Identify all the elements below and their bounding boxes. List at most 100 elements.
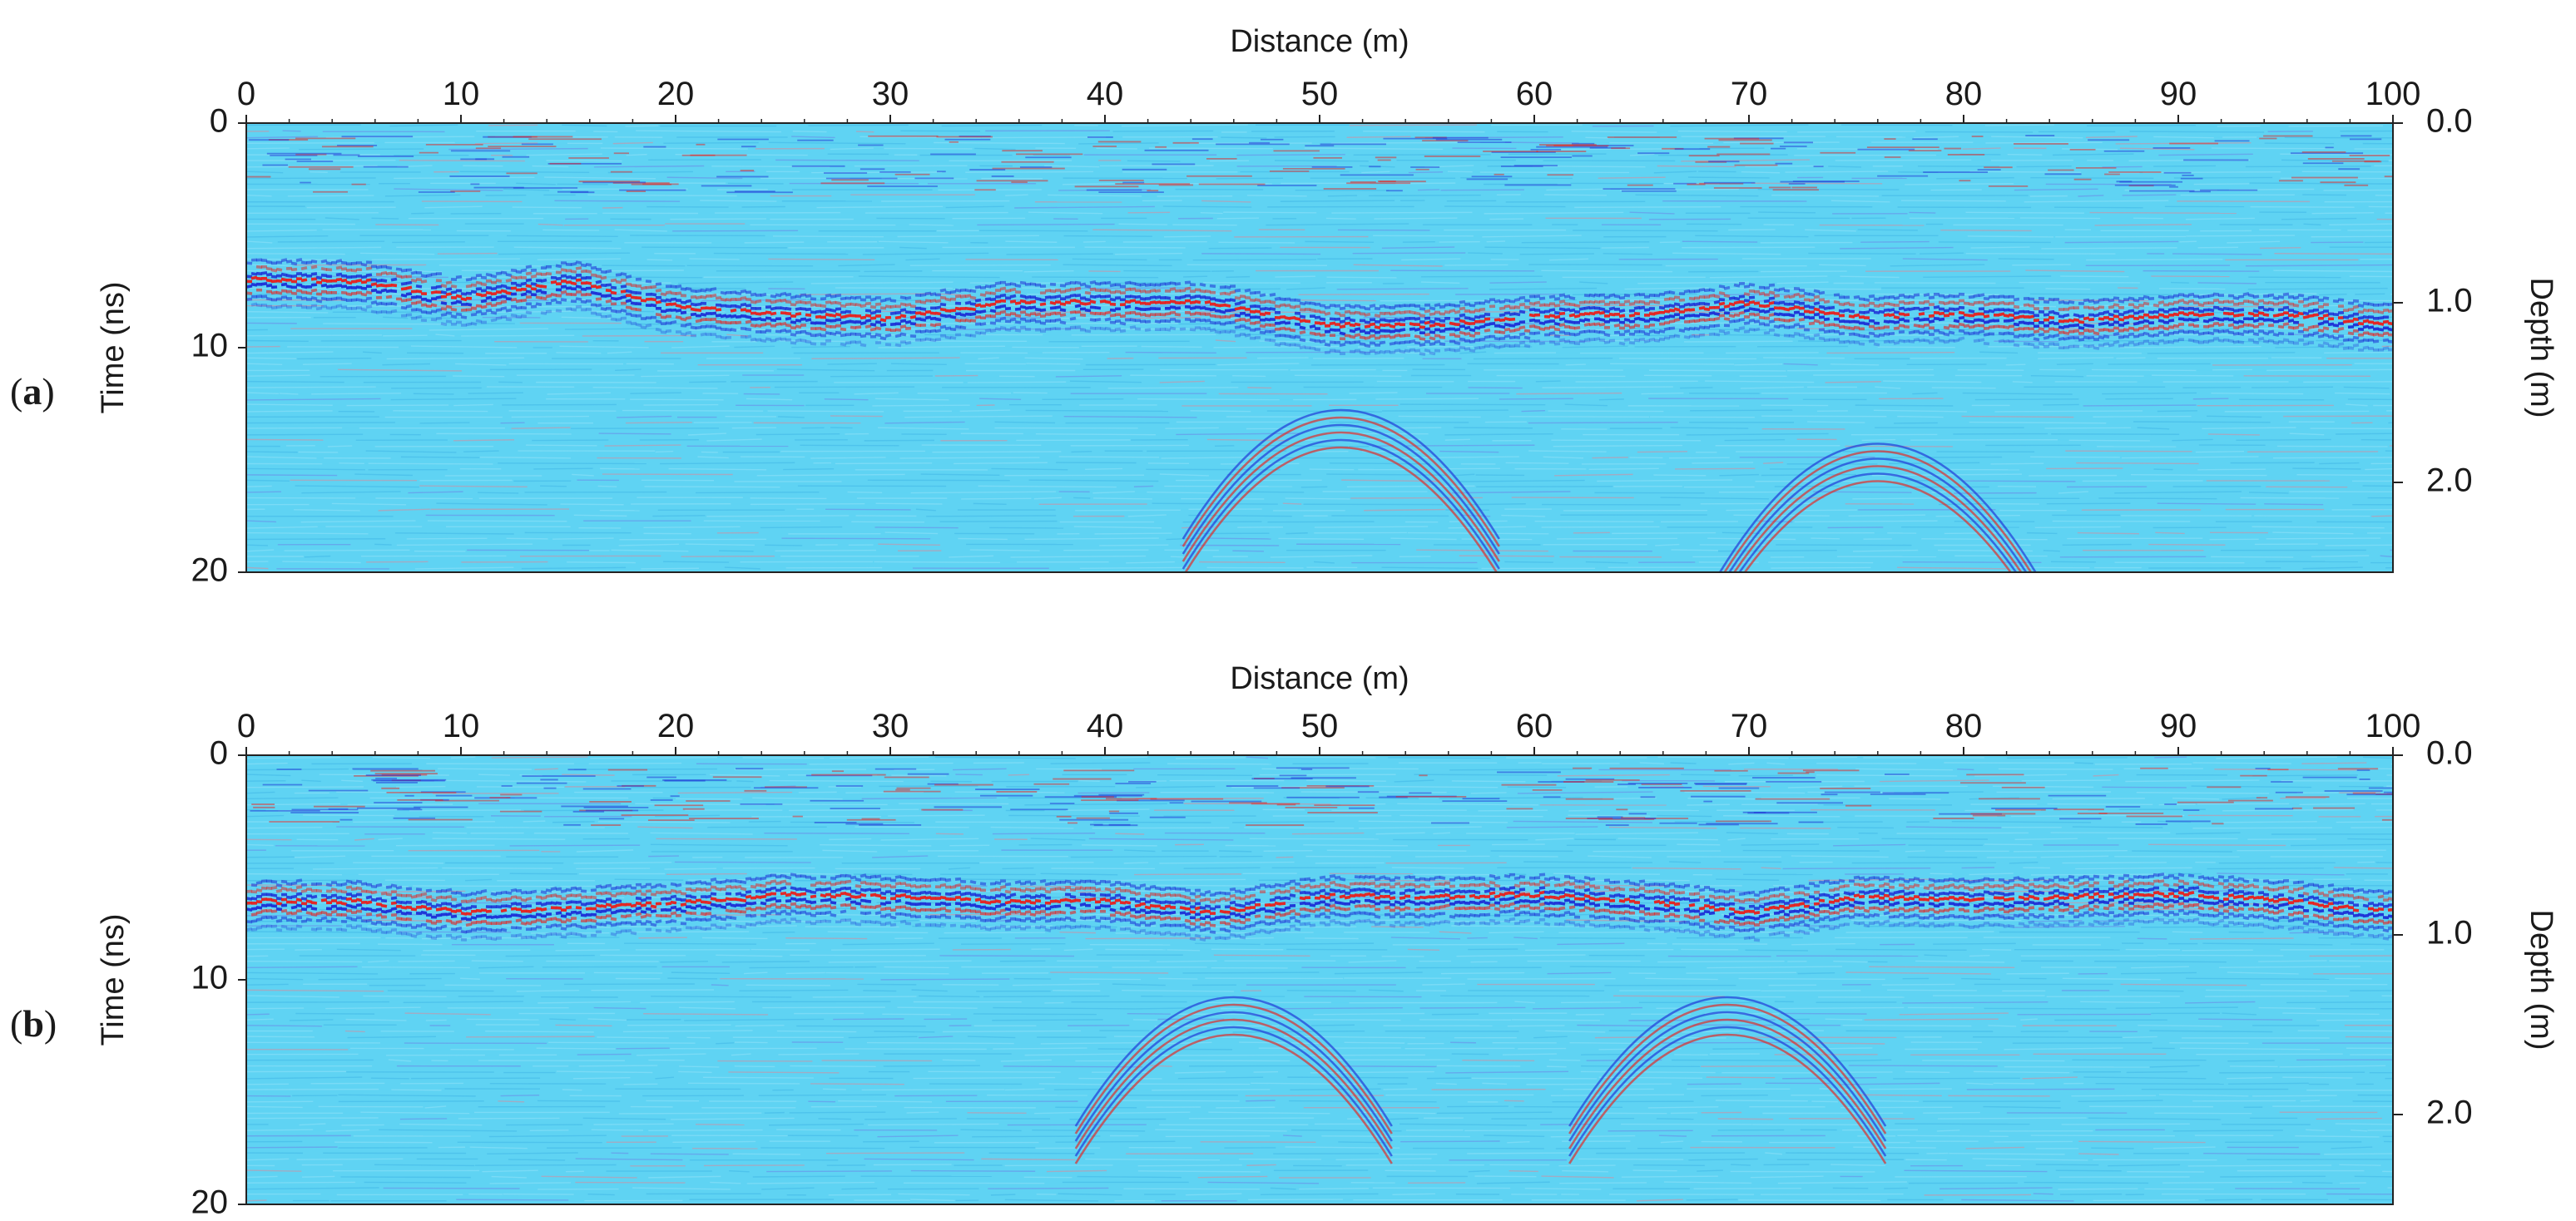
noise-streak — [2375, 195, 2393, 196]
reflector-segment — [1279, 320, 1286, 325]
reflector-segment — [570, 269, 577, 274]
reflector-segment — [2362, 314, 2370, 319]
noise-streak — [878, 345, 1006, 349]
reflector-segment — [2078, 314, 2085, 319]
reflector-segment — [1344, 334, 1351, 338]
noise-streak — [1444, 433, 1553, 436]
reflector-segment — [1848, 309, 1855, 314]
reflector-segment — [715, 308, 722, 312]
reflector-segment — [924, 315, 932, 320]
reflector-segment — [1444, 303, 1451, 307]
reflector-segment — [2367, 325, 2375, 329]
noise-streak — [1028, 479, 1159, 482]
reflector-segment — [2013, 304, 2020, 309]
noise-streak — [297, 358, 372, 360]
noise-streak — [1528, 264, 1662, 266]
noise-streak — [1078, 142, 1159, 145]
reflector-segment — [864, 309, 872, 313]
noise-streak — [2012, 381, 2033, 383]
noise-streak — [502, 403, 617, 406]
reflector-segment — [1828, 305, 1835, 310]
reflector-segment — [1818, 298, 1825, 302]
reflector-segment — [1369, 349, 1376, 353]
reflector-segment — [435, 295, 443, 299]
reflector-segment — [1733, 306, 1741, 311]
noise-streak — [2336, 433, 2393, 435]
noise-streak — [1763, 462, 1784, 464]
reflector-segment — [555, 309, 562, 313]
reflector-segment — [1214, 298, 1221, 303]
reflector-segment — [1703, 288, 1711, 293]
reflector-segment — [1204, 299, 1211, 304]
noise-streak — [1161, 457, 1257, 459]
reflector-segment — [2272, 341, 2280, 345]
reflector-segment — [760, 311, 767, 315]
noise-streak — [1314, 561, 1335, 564]
reflector-segment — [585, 293, 592, 297]
reflector-segment — [1518, 302, 1526, 307]
noise-streak — [1819, 264, 1866, 267]
reflector-segment — [765, 310, 772, 314]
reflector-segment — [914, 311, 922, 315]
noise-streak — [768, 258, 875, 260]
reflector-segment — [1014, 320, 1022, 324]
reflector-segment — [2207, 294, 2215, 298]
reflector-segment — [1264, 311, 1271, 315]
noise-streak — [1152, 502, 1278, 505]
reflector-segment — [610, 278, 617, 283]
noise-streak — [1309, 468, 1355, 471]
noise-streak — [2319, 462, 2360, 465]
reflector-segment — [1763, 299, 1771, 304]
reflector-segment — [2182, 294, 2190, 299]
reflector-segment — [1249, 328, 1256, 332]
noise-streak — [483, 310, 573, 314]
reflector-segment — [2267, 300, 2275, 305]
reflector-segment — [1778, 300, 1786, 305]
reflector-segment — [1259, 312, 1266, 317]
reflector-segment — [2048, 297, 2055, 302]
reflector-segment — [800, 329, 807, 334]
reflector-segment — [1623, 329, 1631, 334]
noise-streak — [2227, 240, 2281, 244]
reflector-segment — [1474, 326, 1481, 330]
reflector-segment — [1459, 299, 1466, 304]
reflector-segment — [785, 293, 792, 297]
reflector-segment — [1309, 324, 1316, 329]
reflector-segment — [335, 304, 343, 309]
reflector-segment — [1863, 298, 1870, 302]
noise-streak — [1444, 438, 1471, 441]
reflector-segment — [2003, 331, 2010, 335]
reflector-segment — [859, 304, 867, 309]
reflector-segment — [1369, 304, 1376, 309]
reflector-segment — [690, 312, 697, 317]
noise-streak — [1082, 240, 1106, 243]
reflector-segment — [1683, 289, 1691, 294]
reflector-segment — [1144, 283, 1152, 287]
reflector-segment — [510, 313, 518, 318]
reflector-segment — [1808, 305, 1816, 309]
noise-streak — [544, 176, 656, 180]
reflector-segment — [2332, 344, 2340, 349]
reflector-segment — [495, 279, 503, 283]
reflector-segment — [2147, 341, 2155, 346]
reflector-segment — [1499, 330, 1506, 334]
reflector-segment — [2103, 321, 2110, 325]
reflector-segment — [1344, 309, 1351, 314]
reflector-segment — [330, 284, 338, 289]
reflector-segment — [1399, 334, 1406, 338]
reflector-segment — [1134, 306, 1142, 311]
reflector-segment — [1843, 301, 1850, 306]
reflector-segment — [2013, 315, 2020, 320]
reflector-segment — [2202, 312, 2210, 317]
reflector-segment — [1818, 320, 1825, 325]
noise-streak — [453, 375, 505, 378]
reflector-segment — [889, 299, 897, 303]
noise-streak — [1598, 176, 1666, 179]
reflector-segment — [2232, 296, 2240, 300]
reflector-segment — [2048, 309, 2055, 314]
noise-streak — [1597, 479, 1733, 482]
noise-streak — [1970, 246, 2030, 249]
noise-streak — [246, 194, 272, 197]
noise-streak — [1123, 269, 1211, 272]
reflector-segment — [320, 278, 328, 283]
